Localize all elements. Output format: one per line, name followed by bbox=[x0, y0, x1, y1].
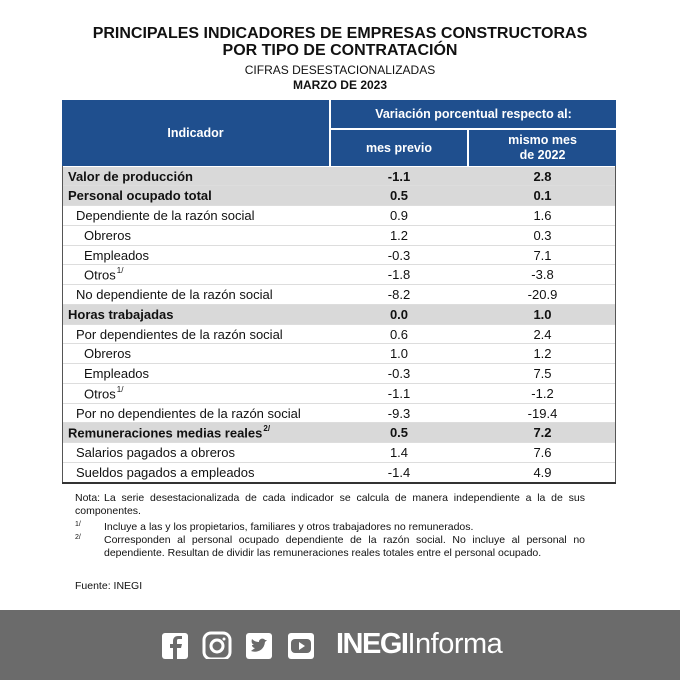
cell-prev: -8.2 bbox=[387, 287, 411, 302]
header-cell: Indicador bbox=[62, 100, 329, 166]
row-label: Por no dependientes de la razón social bbox=[76, 405, 301, 421]
cell-prev: 0.6 bbox=[389, 326, 409, 342]
cell-prev: -1.4 bbox=[387, 464, 411, 480]
cell-prev: -1.1 bbox=[387, 168, 411, 184]
cell-prev: -1.8 bbox=[387, 267, 411, 283]
instagram-icon[interactable] bbox=[202, 631, 232, 659]
cell-same: 4.9 bbox=[533, 464, 552, 480]
header-cell: mismo mes de 2022 bbox=[469, 130, 616, 166]
border bbox=[62, 482, 616, 484]
table-row: Sueldos pagados a empleados -1.4 4.9 bbox=[62, 463, 616, 483]
table-row: Otros1/ -1.1 -1.2 bbox=[62, 384, 616, 404]
brand: INEGIInforma bbox=[336, 628, 503, 661]
border bbox=[62, 166, 63, 483]
cell-same: 7.5 bbox=[533, 366, 552, 381]
note-mark: 1/ bbox=[75, 521, 81, 528]
cell-same: 1.6 bbox=[533, 208, 552, 223]
row-label: Empleados bbox=[84, 366, 150, 381]
row-label: Por dependientes de la razón social bbox=[76, 326, 283, 342]
subtitle: CIFRAS DESESTACIONALIZADAS bbox=[244, 63, 436, 77]
note-mark: 2/ bbox=[75, 534, 81, 541]
cell-same: 1.0 bbox=[533, 306, 552, 322]
table-row: Obreros 1.0 1.2 bbox=[62, 344, 616, 364]
footnote-mark: 1/ bbox=[116, 384, 124, 394]
row-label: Otros1/ bbox=[84, 384, 124, 402]
cell-same: 0.3 bbox=[533, 227, 552, 243]
table-row: Empleados -0.3 7.1 bbox=[62, 246, 616, 266]
row-label: Salarios pagados a obreros bbox=[76, 445, 235, 460]
cell-prev: 0.0 bbox=[389, 306, 409, 322]
row-label: Sueldos pagados a empleados bbox=[76, 464, 255, 480]
table-row: Valor de producción -1.1 2.8 bbox=[62, 166, 616, 187]
cell-same: 2.8 bbox=[533, 168, 552, 184]
row-label: No dependiente de la razón social bbox=[76, 287, 273, 302]
cell-prev: -0.3 bbox=[387, 366, 411, 381]
cell-prev: 0.9 bbox=[389, 208, 409, 223]
brand-bold: INEGI bbox=[336, 628, 409, 660]
row-label: Obreros bbox=[84, 227, 131, 243]
table-row: Dependiente de la razón social 0.9 1.6 bbox=[62, 206, 616, 226]
date: MARZO DE 2023 bbox=[292, 78, 388, 92]
cell-same: -20.9 bbox=[527, 287, 558, 302]
cell-prev: 1.0 bbox=[389, 346, 409, 362]
title-line: PRINCIPALES INDICADORES DE EMPRESAS CONS… bbox=[92, 25, 588, 42]
table-row: Por no dependientes de la razón social -9… bbox=[62, 404, 616, 424]
row-label: Obreros bbox=[84, 346, 131, 362]
note: Nota: La serie desestacionalizada de cada… bbox=[75, 492, 585, 537]
cell-prev: 0.5 bbox=[389, 425, 409, 441]
cell-prev: -0.3 bbox=[387, 247, 411, 263]
border bbox=[615, 166, 616, 483]
cell-same: 2.4 bbox=[533, 326, 552, 342]
cell-same: 0.1 bbox=[533, 188, 552, 204]
row-label: Valor de producción bbox=[68, 168, 193, 184]
note: 2/Corresponden al personal ocupado depen… bbox=[75, 534, 585, 579]
cell-prev: 1.2 bbox=[389, 227, 409, 243]
table-row: Salarios pagados a obreros 1.4 7.6 bbox=[62, 443, 616, 463]
cell-same: 7.2 bbox=[533, 425, 552, 441]
row-label: Horas trabajadas bbox=[68, 306, 174, 322]
brand-text: Informa bbox=[407, 628, 503, 660]
table-row: Horas trabajadas 0.0 1.0 bbox=[62, 304, 616, 325]
social-icons bbox=[162, 631, 314, 659]
table-row: Remuneraciones medias reales2/0.5 7.2 bbox=[62, 423, 616, 443]
title-line: POR TIPO DE CONTRATACIÓN bbox=[222, 42, 458, 59]
table-row: Empleados -0.3 7.5 bbox=[62, 364, 616, 384]
cell-same: -1.2 bbox=[531, 385, 554, 401]
footnote-mark: 2/ bbox=[263, 424, 271, 434]
cell-same: 7.6 bbox=[533, 445, 552, 460]
cell-prev: -9.3 bbox=[387, 405, 411, 421]
note-mark: Nota: bbox=[75, 492, 101, 504]
row-label: Remuneraciones medias reales2/ bbox=[68, 424, 271, 441]
cell-prev: -1.1 bbox=[387, 385, 411, 401]
row-label: Dependiente de la razón social bbox=[76, 208, 255, 223]
footnote-mark: 1/ bbox=[116, 266, 124, 276]
cell-same: -3.8 bbox=[531, 267, 554, 283]
cell-prev: 0.5 bbox=[389, 188, 409, 204]
note-text: Corresponden al personal ocupado dependi… bbox=[104, 534, 585, 559]
cell-same: -19.4 bbox=[527, 405, 558, 421]
note-text: Incluye a las y los propietarios, famili… bbox=[104, 521, 474, 533]
table-row: Otros1/ -1.8 -3.8 bbox=[62, 265, 616, 285]
table-row: Por dependientes de la razón social 0.6 2.… bbox=[62, 325, 616, 345]
cell-same: 7.1 bbox=[533, 247, 552, 263]
row-label: Personal ocupado total bbox=[68, 188, 212, 204]
table-row: Obreros 1.2 0.3 bbox=[62, 226, 616, 246]
note-text: La serie desestacionalizada de cada indi… bbox=[75, 492, 585, 517]
table-row: No dependiente de la razón social -8.2 -20… bbox=[62, 285, 616, 305]
note: 1/Incluye a las y los propietarios, fami… bbox=[75, 521, 585, 566]
row-label: Empleados bbox=[84, 247, 150, 263]
source: Fuente: INEGI bbox=[75, 580, 143, 592]
header-cell: Variación porcentual respecto al: bbox=[331, 100, 616, 128]
header-cell: mes previo bbox=[331, 130, 467, 166]
cell-prev: 1.4 bbox=[389, 445, 409, 460]
footer: INEGIInforma bbox=[0, 610, 680, 680]
table-row: Personal ocupado total 0.5 0.1 bbox=[62, 186, 616, 206]
cell-same: 1.2 bbox=[533, 346, 552, 362]
row-label: Otros1/ bbox=[84, 266, 124, 283]
